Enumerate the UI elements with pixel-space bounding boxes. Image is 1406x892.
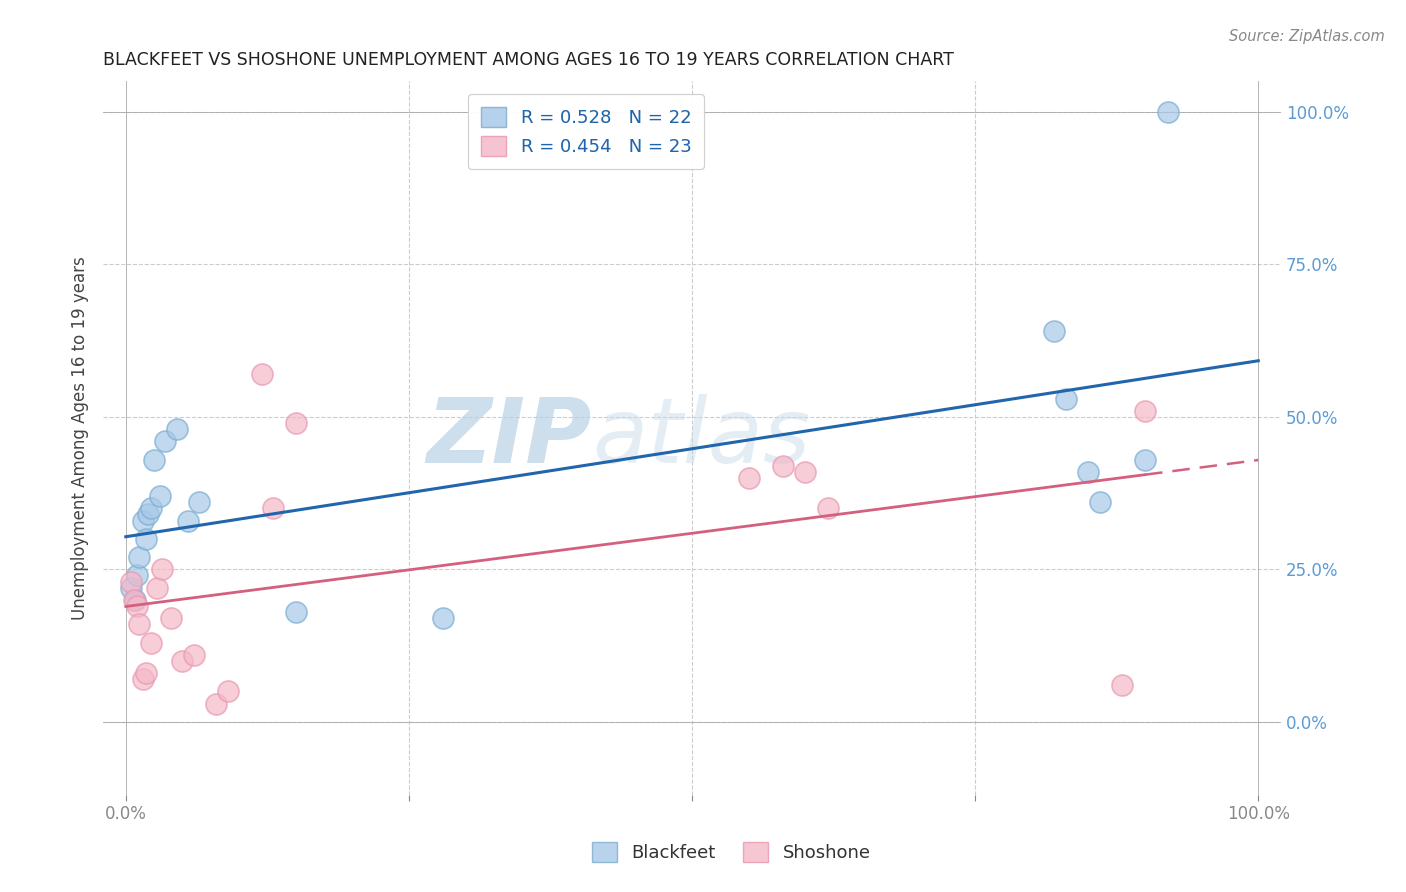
Point	[772, 458, 794, 473]
Point	[794, 465, 817, 479]
Point	[155, 434, 177, 449]
Y-axis label: Unemployment Among Ages 16 to 19 years: Unemployment Among Ages 16 to 19 years	[72, 256, 89, 620]
Point	[160, 611, 183, 625]
Point	[1077, 465, 1099, 479]
Point	[128, 617, 150, 632]
Point	[217, 684, 239, 698]
Point	[166, 422, 188, 436]
Text: ZIP: ZIP	[426, 394, 592, 483]
Point	[120, 574, 142, 589]
Point	[1088, 495, 1111, 509]
Legend: Blackfeet, Shoshone: Blackfeet, Shoshone	[585, 834, 877, 870]
Point	[205, 697, 228, 711]
Point	[737, 471, 759, 485]
Point	[138, 508, 160, 522]
Point	[150, 562, 173, 576]
Point	[284, 605, 307, 619]
Point	[132, 514, 155, 528]
Text: BLACKFEET VS SHOSHONE UNEMPLOYMENT AMONG AGES 16 TO 19 YEARS CORRELATION CHART: BLACKFEET VS SHOSHONE UNEMPLOYMENT AMONG…	[103, 51, 955, 69]
Point	[149, 489, 172, 503]
Point	[183, 648, 205, 662]
Point	[120, 581, 142, 595]
Point	[188, 495, 211, 509]
Point	[124, 592, 146, 607]
Point	[817, 501, 839, 516]
Point	[132, 672, 155, 686]
Point	[146, 581, 169, 595]
Point	[177, 514, 200, 528]
Point	[172, 654, 194, 668]
Point	[127, 599, 149, 613]
Point	[1133, 403, 1156, 417]
Point	[135, 532, 157, 546]
Point	[122, 592, 145, 607]
Text: Source: ZipAtlas.com: Source: ZipAtlas.com	[1229, 29, 1385, 44]
Point	[250, 367, 273, 381]
Point	[284, 416, 307, 430]
Point	[128, 550, 150, 565]
Point	[127, 568, 149, 582]
Point	[432, 611, 454, 625]
Point	[1157, 104, 1180, 119]
Point	[143, 452, 166, 467]
Point	[1133, 452, 1156, 467]
Point	[1054, 392, 1077, 406]
Legend: R = 0.528   N = 22, R = 0.454   N = 23: R = 0.528 N = 22, R = 0.454 N = 23	[468, 94, 704, 169]
Point	[139, 501, 162, 516]
Point	[1043, 325, 1066, 339]
Point	[262, 501, 284, 516]
Point	[135, 666, 157, 681]
Text: atlas: atlas	[592, 394, 810, 483]
Point	[1111, 678, 1133, 692]
Point	[139, 635, 162, 649]
